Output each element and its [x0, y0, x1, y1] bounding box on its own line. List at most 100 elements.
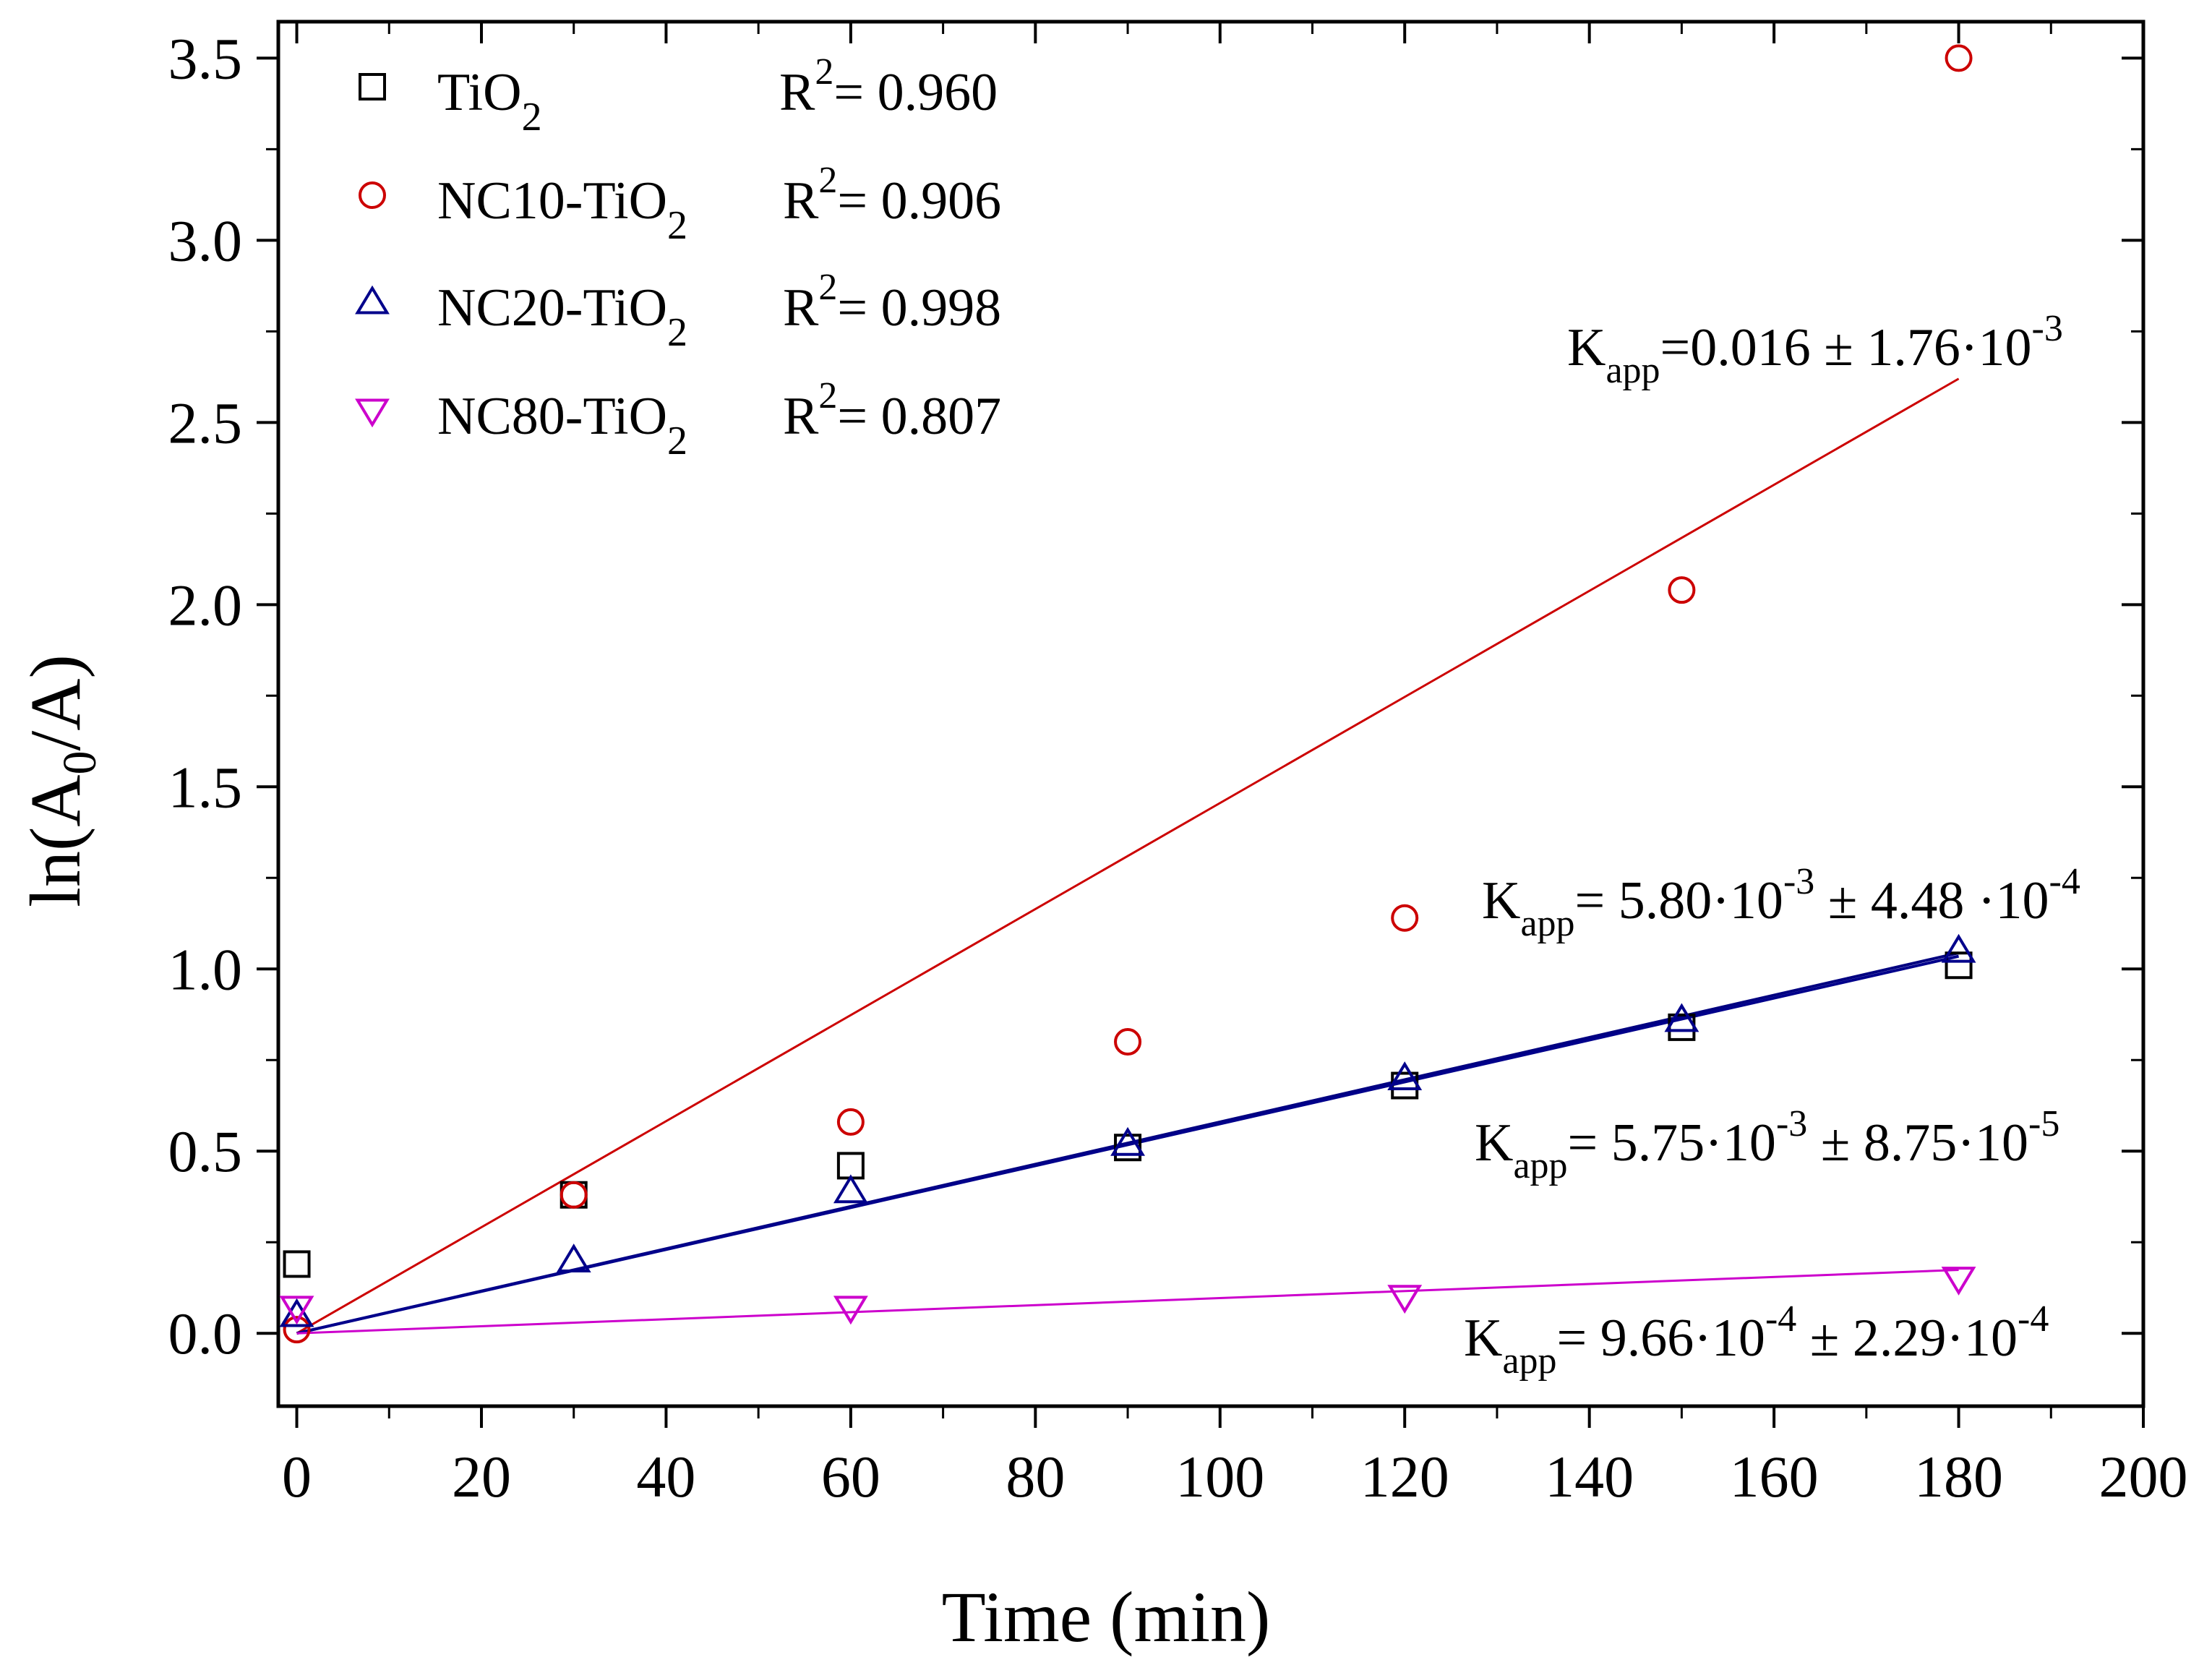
- tick-labels: 0 20 40 60 80 100 120 140 160 180 200 0.0 0.5 1.0 1.5 2…: [168, 25, 2188, 1510]
- data-point-nc80-tio2: [833, 1296, 868, 1325]
- k-main: = 5.80·10: [1575, 871, 1783, 930]
- k-sup2: -4: [2018, 1298, 2049, 1340]
- k-sup: -3: [2032, 308, 2063, 349]
- data-point-nc20-tio2: [279, 1298, 314, 1327]
- data-point-nc20-tio2: [1110, 1126, 1145, 1156]
- legend-marker-tio2: [359, 73, 386, 100]
- r2-value: = 0.998: [837, 278, 1001, 338]
- k-sub: app: [1606, 350, 1660, 391]
- fit-line-nc80-tio2: [296, 1269, 1959, 1335]
- legend-marker-nc10-tio2: [359, 181, 386, 209]
- r2-sup: 2: [818, 375, 837, 416]
- legend-label-main: NC80-TiO: [437, 387, 667, 446]
- k-sub: app: [1502, 1340, 1556, 1382]
- data-point-tio2: [283, 1250, 311, 1278]
- k-symbol: K: [1464, 1309, 1502, 1368]
- k-tail: ± 8.75·10: [1807, 1113, 2028, 1173]
- data-point-nc10-tio2: [283, 1316, 311, 1344]
- data-point-nc10-tio2: [1114, 1028, 1142, 1056]
- legend-label-sub: 2: [522, 95, 542, 140]
- x-tick-label: 20: [452, 1444, 511, 1510]
- data-point-nc20-tio2: [556, 1243, 591, 1272]
- k-sub: app: [1513, 1145, 1567, 1186]
- k-main: =0.016 ± 1.76·10: [1660, 318, 2032, 377]
- data-point-nc20-tio2: [1664, 1003, 1699, 1032]
- data-point-nc20-tio2: [1387, 1061, 1423, 1090]
- legend-label-nc80-tio2: NC80-TiO2: [437, 387, 687, 463]
- k-app-annotation-nc80: Kapp= 9.66·10-4 ± 2.29·10-4: [1464, 1298, 2049, 1382]
- k-sup2: -4: [2049, 861, 2080, 902]
- y-tick-label: 2.5: [168, 390, 243, 455]
- data-point-tio2: [1945, 951, 1973, 980]
- fit-line-nc10-tio2: [296, 377, 1960, 1335]
- data-point-nc20-tio2: [833, 1174, 868, 1204]
- legend-label-sub: 2: [667, 419, 687, 463]
- k-sub: app: [1520, 903, 1574, 944]
- legend-r2-tio2: R2= 0.960: [779, 51, 998, 122]
- legend-label-main: NC10-TiO: [437, 171, 667, 231]
- legend-r2-nc10-tio2: R2= 0.906: [783, 160, 1001, 231]
- data-point-nc10-tio2: [1945, 44, 1973, 72]
- data-point-nc80-tio2: [1387, 1285, 1423, 1314]
- k-main: = 9.66·10: [1557, 1309, 1765, 1368]
- k-symbol: K: [1567, 318, 1606, 377]
- x-tick-label: 80: [1006, 1444, 1065, 1510]
- legend-label-main: TiO: [437, 63, 522, 122]
- r2-value: = 0.906: [837, 171, 1001, 231]
- k-symbol: K: [1482, 871, 1520, 930]
- x-tick-label: 100: [1175, 1444, 1264, 1510]
- y-axis-title: ln(A0/A): [15, 654, 106, 907]
- legend-label-sub: 2: [667, 310, 687, 355]
- k-sup2: -5: [2028, 1103, 2059, 1144]
- x-tick-label: 60: [821, 1444, 880, 1510]
- r2-sup: 2: [818, 267, 837, 308]
- k-app-annotation-tio2: Kapp= 5.80·10-3 ± 4.48 ·10-4: [1482, 861, 2080, 944]
- plot-frame: [276, 20, 2145, 1408]
- data-point-nc10-tio2: [1391, 904, 1419, 932]
- x-tick-label: 0: [282, 1444, 312, 1510]
- data-markers: [279, 44, 1976, 1344]
- x-tick-label: 120: [1360, 1444, 1449, 1510]
- x-tick-label: 140: [1545, 1444, 1634, 1510]
- legend-label-tio2: TiO2: [437, 63, 542, 140]
- legend-r2-nc20-tio2: R2= 0.998: [783, 267, 1001, 338]
- legend-marker-nc20-tio2: [355, 285, 390, 314]
- data-point-nc20-tio2: [1941, 933, 1976, 963]
- x-tick-label: 180: [1914, 1444, 2003, 1510]
- y-tick-label: 1.0: [168, 936, 243, 1002]
- k-app-annotation-nc10: Kapp=0.016 ± 1.76·10-3: [1567, 308, 2063, 391]
- k-symbol: K: [1475, 1113, 1513, 1173]
- data-point-nc10-tio2: [836, 1108, 865, 1136]
- y-axis-title-main: ln(A: [15, 775, 95, 907]
- legend-label-main: NC20-TiO: [437, 278, 667, 338]
- x-tick-label: 200: [2099, 1444, 2188, 1510]
- y-tick-label: 3.0: [168, 207, 243, 273]
- y-tick-label: 0.5: [168, 1118, 243, 1184]
- k-app-annotation-nc20: Kapp= 5.75·10-3 ± 8.75·10-5: [1475, 1103, 2059, 1186]
- r2-value: = 0.960: [833, 63, 998, 122]
- y-axis-title-tail: /A): [15, 654, 95, 750]
- r2-prefix: R: [783, 278, 819, 338]
- y-tick-label: 0.0: [168, 1301, 243, 1366]
- y-axis-title-sub: 0: [53, 751, 106, 775]
- x-tick-label: 40: [636, 1444, 695, 1510]
- data-point-nc10-tio2: [1668, 576, 1696, 604]
- k-tail: ± 2.29·10: [1796, 1309, 2018, 1368]
- r2-prefix: R: [779, 63, 815, 122]
- r2-sup: 2: [818, 160, 837, 201]
- legend-marker-nc80-tio2: [355, 398, 390, 428]
- axis-ticks: [257, 22, 2145, 1428]
- k-tail: ± 4.48 ·10: [1814, 871, 2049, 930]
- k-main: = 5.75·10: [1568, 1113, 1776, 1173]
- data-point-nc10-tio2: [560, 1181, 588, 1209]
- y-tick-label: 2.0: [168, 572, 243, 638]
- legend-label-sub: 2: [667, 203, 687, 248]
- y-tick-label: 1.5: [168, 754, 243, 820]
- k-sup: -4: [1765, 1298, 1796, 1340]
- k-sup: -3: [1783, 861, 1814, 902]
- x-axis-title: Time (min): [942, 1577, 1271, 1657]
- r2-sup: 2: [815, 51, 833, 93]
- x-tick-label: 160: [1730, 1444, 1819, 1510]
